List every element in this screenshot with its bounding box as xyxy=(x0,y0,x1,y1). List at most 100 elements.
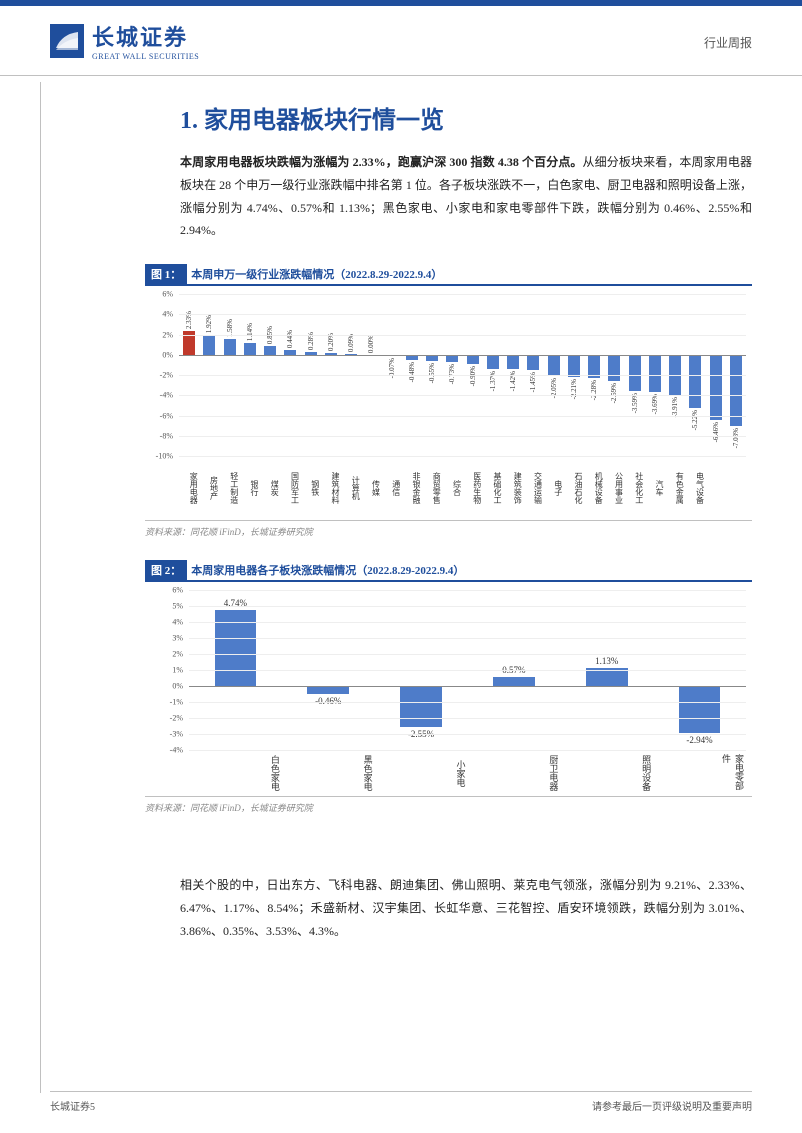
figure-2-key: 图 2： xyxy=(145,560,187,580)
figure-1-bar xyxy=(224,339,236,355)
logo-icon xyxy=(50,24,84,58)
figure-2-ytick: 4% xyxy=(172,618,183,627)
figure-1-bar-value: 1.14% xyxy=(246,323,254,341)
footer-right: 请参考最后一页评级说明及重要声明 xyxy=(592,1098,752,1113)
figure-2-bar-value: -2.94% xyxy=(686,735,712,745)
figure-1-bar xyxy=(244,343,256,355)
figure-1-xlabel: 交通运输 xyxy=(523,458,543,516)
figure-2-bar-value: -0.46% xyxy=(315,696,341,706)
figure-2-xlabel: 照明设备 xyxy=(560,752,653,792)
figure-1-bar xyxy=(487,355,499,369)
figure-1-bar xyxy=(689,355,701,408)
figure-2-bar xyxy=(679,686,721,733)
figure-2-source: 资料来源：同花顺 iFinD，长城证券研究院 xyxy=(145,796,752,814)
figure-1-xlabel: 银行 xyxy=(240,458,260,516)
figure-1-source: 资料来源：同花顺 iFinD，长城证券研究院 xyxy=(145,520,752,538)
paragraph-2: 相关个股的中，日出东方、飞科电器、朗迪集团、佛山照明、莱克电气领涨，涨幅分别为 … xyxy=(180,874,752,942)
figure-1-bar-value: -5.22% xyxy=(691,410,699,430)
figure-1-xlabel: 轻工制造 xyxy=(220,458,240,516)
figure-2-bar-value: 1.13% xyxy=(595,656,618,666)
figure-1-key: 图 1： xyxy=(145,264,187,284)
figure-1-bar-value: -2.59% xyxy=(610,383,618,403)
figure-1-ytick: 4% xyxy=(162,310,173,319)
figure-1-xlabel: 石油石化 xyxy=(564,458,584,516)
figure-2-title: 本周家用电器各子板块涨跌幅情况（2022.8.29-2022.9.4） xyxy=(191,562,464,578)
figure-1-xlabel: 钢铁 xyxy=(301,458,321,516)
figure-1-bar xyxy=(608,355,620,381)
footer-left: 长城证券5 xyxy=(50,1098,95,1113)
section-title-text: 家用电器板块行情一览 xyxy=(204,108,444,134)
figure-2-ytick: 6% xyxy=(172,586,183,595)
figure-1-bar xyxy=(467,355,479,364)
figure-1-bar xyxy=(527,355,539,370)
figure-1-chart: 6%4%2%0%-2%-4%-6%-8%-10% 2.33%1.92%1.58%… xyxy=(145,286,752,516)
figure-1-bar xyxy=(548,355,560,376)
figure-2-ytick: 0% xyxy=(172,682,183,691)
paragraph-1: 本周家用电器板块跌幅为涨幅为 2.33%，跑赢沪深 300 指数 4.38 个百… xyxy=(180,151,752,242)
figure-2-xlabel: 厨卫电器 xyxy=(467,752,560,792)
figure-1-bar-value: -3.69% xyxy=(651,394,659,414)
figure-2-ytick: -4% xyxy=(170,746,183,755)
figure-1-xlabel: 通信 xyxy=(382,458,402,516)
left-gutter-line xyxy=(40,82,41,1093)
figure-2-xlabel: 黑色家电 xyxy=(282,752,375,792)
figure-1-bar-value: 0.09% xyxy=(347,334,355,352)
figure-2-yaxis: 6%5%4%3%2%1%0%-1%-2%-3%-4% xyxy=(145,590,185,732)
figure-2-ytick: -2% xyxy=(170,714,183,723)
figure-1-xlabel: 社会化工 xyxy=(625,458,645,516)
figure-1-xlabel: 电气设备 xyxy=(685,458,705,516)
figure-1-bar xyxy=(568,355,580,377)
figure-2-ytick: 2% xyxy=(172,650,183,659)
document-type-label: 行业周报 xyxy=(704,34,752,51)
figure-2-bar xyxy=(400,686,442,727)
figure-1-block: 图 1： 本周申万一级行业涨跌幅情况（2022.8.29-2022.9.4） 6… xyxy=(145,264,752,538)
figure-1-title: 本周申万一级行业涨跌幅情况（2022.8.29-2022.9.4） xyxy=(191,266,442,282)
page-header: 长城证券 GREAT WALL SECURITIES 行业周报 xyxy=(0,6,802,76)
figure-1-xlabel: 电子 xyxy=(544,458,564,516)
figure-1-bar xyxy=(264,346,276,355)
figure-2-xlabel: 家电零部件 xyxy=(653,752,746,792)
figure-1-bar-value: 0.44% xyxy=(286,330,294,348)
figure-2-ytick: -3% xyxy=(170,730,183,739)
figure-1-xlabel: 家用电器 xyxy=(179,458,199,516)
figure-1-xlabel: 传媒 xyxy=(361,458,381,516)
figure-1-bar xyxy=(446,355,458,362)
figure-1-bar-value: -0.90% xyxy=(469,366,477,386)
figure-1-ytick: -10% xyxy=(156,452,173,461)
figure-1-xlabel: 机械设备 xyxy=(584,458,604,516)
figure-1-xlabel: 医药生物 xyxy=(463,458,483,516)
figure-1-xlabel: 商贸零售 xyxy=(422,458,442,516)
figure-1-xlabel: 房地产 xyxy=(199,458,219,516)
figure-2-xlabel: 白色家电 xyxy=(189,752,282,792)
logo-text-cn: 长城证券 xyxy=(92,20,199,52)
paragraph-1-lead: 本周家用电器板块跌幅为涨幅为 2.33%，跑赢沪深 300 指数 4.38 个百… xyxy=(180,155,583,169)
figure-2-xlabel: 小家电 xyxy=(375,752,468,792)
company-logo: 长城证券 GREAT WALL SECURITIES xyxy=(50,20,752,61)
figure-1-xlabel: 公用事业 xyxy=(604,458,624,516)
figure-1-xlabel: 煤炭 xyxy=(260,458,280,516)
figure-1-yaxis: 6%4%2%0%-2%-4%-6%-8%-10% xyxy=(145,294,175,456)
logo-text-en: GREAT WALL SECURITIES xyxy=(92,52,199,61)
figure-2-ytick: 5% xyxy=(172,602,183,611)
figure-2-block: 图 2： 本周家用电器各子板块涨跌幅情况（2022.8.29-2022.9.4）… xyxy=(145,560,752,814)
figure-1-plot: 2.33%1.92%1.58%1.14%0.85%0.44%0.28%0.20%… xyxy=(179,294,746,456)
figure-1-title-row: 图 1： 本周申万一级行业涨跌幅情况（2022.8.29-2022.9.4） xyxy=(145,264,752,286)
figure-1-ytick: -8% xyxy=(160,431,173,440)
figure-2-plot: 4.74%-0.46%-2.55%0.57%1.13%-2.94% xyxy=(189,590,746,750)
figure-1-bar xyxy=(629,355,641,391)
figure-1-ytick: -4% xyxy=(160,391,173,400)
figure-1-bar-value: -7.03% xyxy=(732,428,740,448)
figure-1-bar-value: -0.55% xyxy=(428,363,436,383)
figure-1-ytick: 0% xyxy=(162,350,173,359)
figure-1-bar-value: 0.00% xyxy=(367,335,375,353)
figure-1-xlabel: 综合 xyxy=(442,458,462,516)
figure-1-bar xyxy=(710,355,722,420)
figure-2-xlabels: 白色家电黑色家电小家电厨卫电器照明设备家电零部件 xyxy=(189,752,746,792)
figure-1-bar-value: -6.46% xyxy=(712,422,720,442)
figure-2-ytick: -1% xyxy=(170,698,183,707)
figure-1-bar-value: 1.92% xyxy=(205,315,213,333)
figure-1-xlabel: 建筑材料 xyxy=(321,458,341,516)
figure-1-bar-value: -2.21% xyxy=(570,379,578,399)
figure-2-ytick: 1% xyxy=(172,666,183,675)
figure-1-ytick: -2% xyxy=(160,371,173,380)
